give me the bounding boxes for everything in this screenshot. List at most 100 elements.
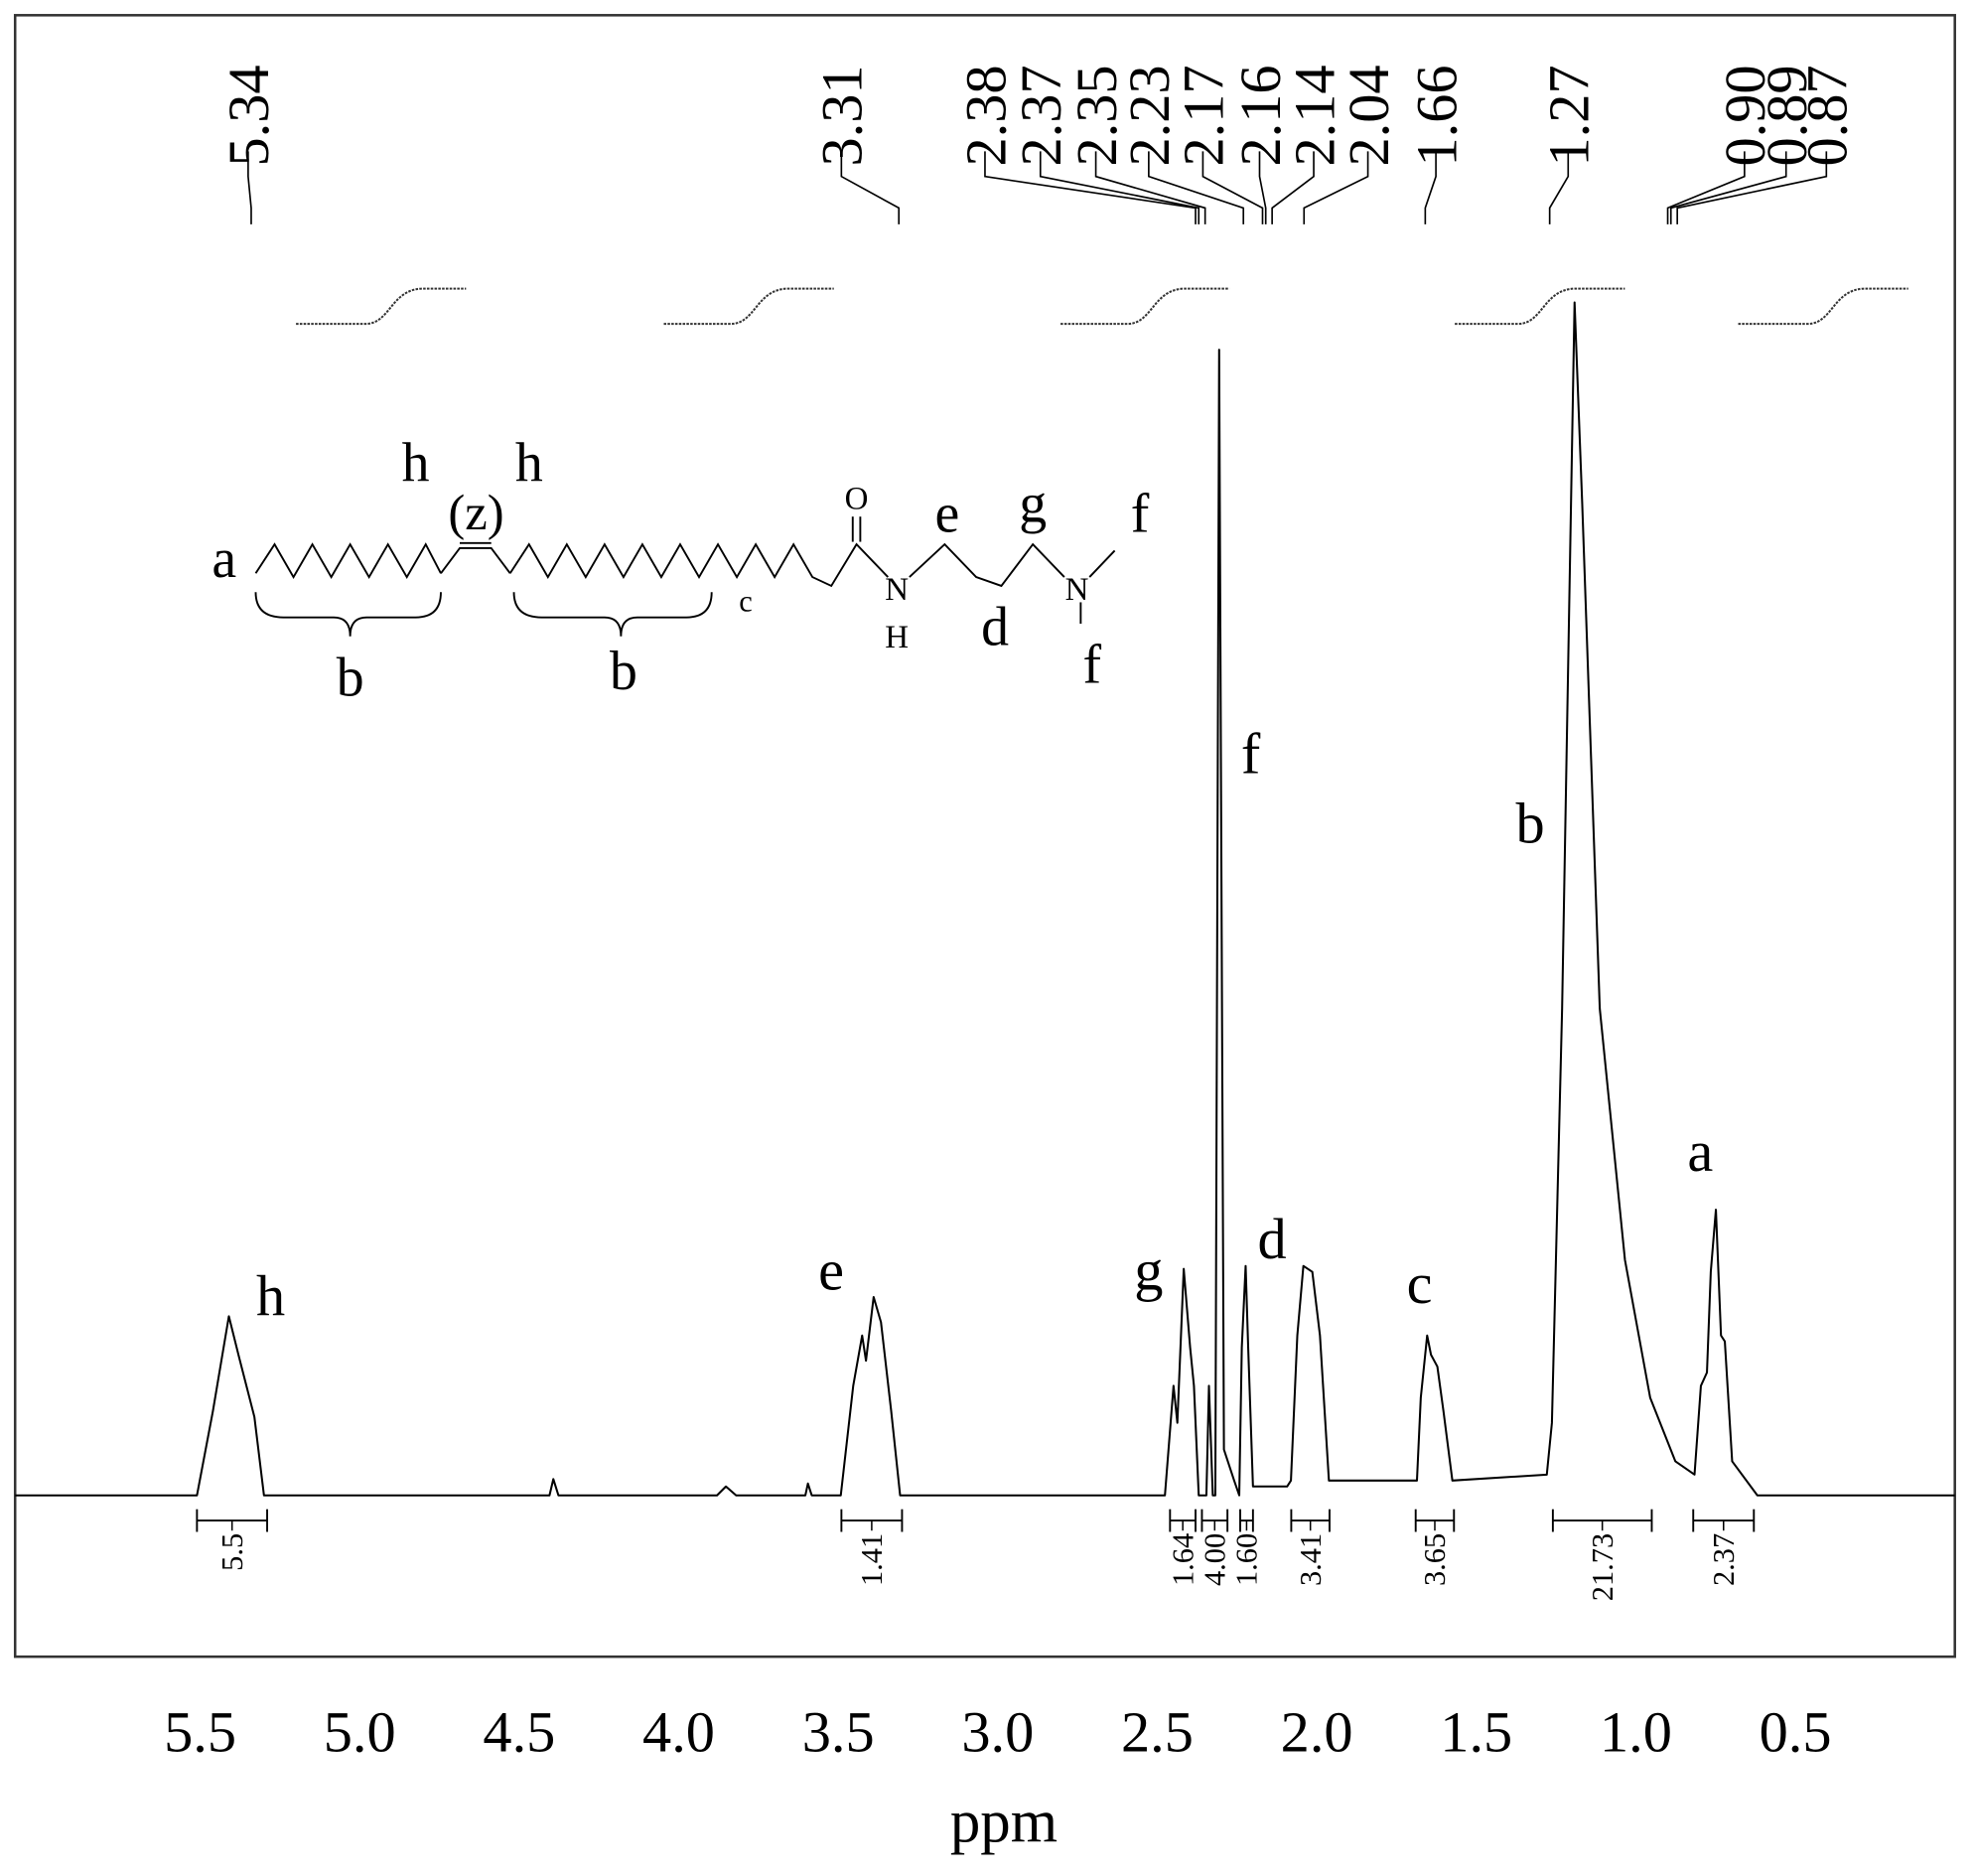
integral-label: 5.5 xyxy=(215,1533,249,1571)
peak-leader xyxy=(1303,151,1369,224)
structure-brace xyxy=(512,592,713,637)
peak-leader xyxy=(1271,151,1315,224)
x-tick-label: 3.5 xyxy=(802,1699,875,1764)
structure-label: g xyxy=(1019,473,1047,534)
x-tick-label: 2.5 xyxy=(1121,1699,1194,1764)
x-axis-label: ppm xyxy=(950,1790,1058,1856)
peak-annotation: g xyxy=(1134,1237,1163,1302)
peak-leader xyxy=(1039,151,1200,224)
structure-label: N xyxy=(1065,572,1089,608)
peak-label: 2.37 xyxy=(1009,65,1073,166)
structure-label: f xyxy=(1131,483,1150,544)
peak-annotation: h xyxy=(256,1263,285,1328)
peak-leader xyxy=(1201,151,1264,224)
structure xyxy=(254,486,1116,637)
integral-curve xyxy=(296,287,467,326)
peak-leader xyxy=(1424,151,1437,224)
integral-label: 3.41 xyxy=(1294,1533,1328,1586)
peak-label: 2.16 xyxy=(1228,65,1293,166)
structure-label: h xyxy=(515,433,543,495)
integral: 3.41 xyxy=(1290,1509,1331,1586)
structure-label: a xyxy=(212,528,236,590)
peak-leader xyxy=(840,151,901,224)
integral-curve xyxy=(1455,287,1625,326)
structure-label: c xyxy=(739,584,753,618)
peak-leader xyxy=(1666,151,1746,224)
x-tick-label: 4.5 xyxy=(483,1699,555,1764)
peak-leader xyxy=(1258,151,1267,224)
integral: 5.5 xyxy=(196,1509,268,1571)
structure-label: f xyxy=(1082,635,1101,696)
structure-label: b xyxy=(337,647,364,708)
peak-label: 1.66 xyxy=(1404,65,1469,166)
peak-leader xyxy=(247,151,252,224)
integral-curve xyxy=(1060,287,1230,326)
x-tick-label: 4.0 xyxy=(642,1699,715,1764)
integral-curve xyxy=(1738,287,1908,326)
peak-annotation: b xyxy=(1515,791,1544,855)
integral-label: 3.65 xyxy=(1418,1533,1452,1586)
peak-label: 2.23 xyxy=(1117,65,1182,166)
peak-leader xyxy=(1548,151,1570,224)
x-tick-label: 1.0 xyxy=(1600,1699,1672,1764)
peak-leader xyxy=(1669,151,1787,224)
peak-label: 0.89 xyxy=(1755,65,1819,166)
structure-label: h xyxy=(402,433,430,495)
integral-curve xyxy=(663,287,834,326)
peak-leader xyxy=(1094,151,1206,224)
integral-label: 4.00 xyxy=(1198,1533,1231,1586)
peak-annotation: d xyxy=(1258,1207,1287,1271)
plot-frame xyxy=(13,14,1956,1659)
peak-label: 5.34 xyxy=(216,65,281,166)
x-tick-label: 1.5 xyxy=(1440,1699,1512,1764)
integral-label: 1.41 xyxy=(855,1533,889,1586)
structure-chain xyxy=(254,542,442,579)
peak-label: 0.87 xyxy=(1795,65,1860,166)
structure-label: e xyxy=(935,483,960,544)
peak-label: 2.17 xyxy=(1172,65,1236,166)
structure-z-bg xyxy=(448,486,504,542)
peak-leader xyxy=(1148,151,1245,224)
integral-label: 1.60 xyxy=(1230,1533,1264,1586)
peak-label: 2.04 xyxy=(1337,65,1401,166)
integral: 1.60 xyxy=(1230,1509,1264,1586)
structure-brace xyxy=(254,592,442,637)
peak-label: 2.38 xyxy=(953,65,1018,166)
x-tick-label: 5.5 xyxy=(164,1699,236,1764)
x-tick-label: 2.0 xyxy=(1281,1699,1353,1764)
peak-leader xyxy=(1676,151,1828,224)
integral: 3.65 xyxy=(1414,1509,1456,1586)
peak-annotation: f xyxy=(1241,721,1261,786)
peak-label: 2.35 xyxy=(1064,65,1129,166)
structure-label: (z) xyxy=(448,485,503,540)
structure-labels: a b b c h h (z) O N H e g d N f f xyxy=(212,433,1149,709)
peak-annotation: c xyxy=(1407,1251,1433,1316)
structure-label: O xyxy=(845,482,869,517)
structure-chain xyxy=(909,542,1065,588)
integral-label: 1.64 xyxy=(1166,1533,1199,1586)
integral-label: 21.73 xyxy=(1586,1533,1620,1601)
structure-label: d xyxy=(981,597,1009,658)
integral: 2.37 xyxy=(1692,1509,1756,1586)
peak-label: 2.14 xyxy=(1282,65,1346,166)
x-tick-label: 5.0 xyxy=(324,1699,396,1764)
integral: 21.73 xyxy=(1551,1509,1653,1601)
structure-label: H xyxy=(885,620,909,655)
peak-label: 3.31 xyxy=(810,65,875,166)
peak-label: 1.27 xyxy=(1537,65,1602,166)
structure-chain xyxy=(508,542,889,588)
integral-label: 2.37 xyxy=(1707,1533,1741,1586)
structure-bond xyxy=(1088,549,1116,578)
spectrum-line xyxy=(15,301,1955,1497)
integral-curves xyxy=(296,287,1908,326)
peak-leader xyxy=(984,151,1197,224)
integral: 4.00 xyxy=(1198,1509,1231,1586)
structure-double-bond xyxy=(440,546,511,574)
peak-annotation: e xyxy=(818,1237,844,1302)
structure-label: b xyxy=(610,641,637,702)
structure-label: N xyxy=(885,572,909,608)
peak-label: 0.90 xyxy=(1713,65,1777,166)
x-tick-label: 0.5 xyxy=(1760,1699,1832,1764)
integral: 1.41 xyxy=(840,1509,904,1586)
